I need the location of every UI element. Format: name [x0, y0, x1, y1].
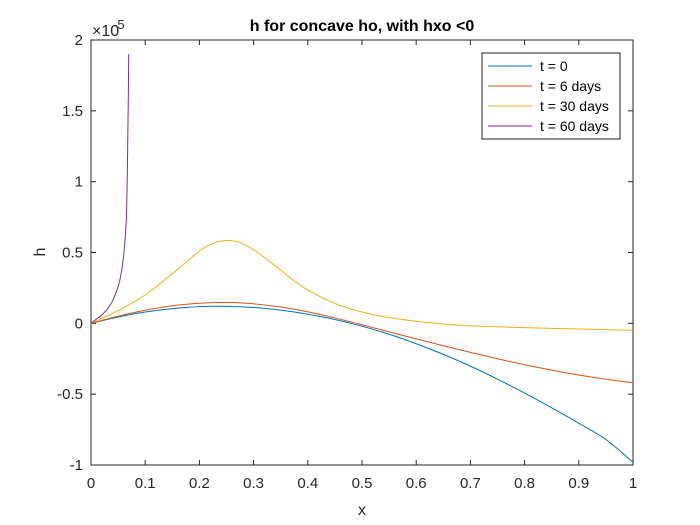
x-axis-label: x — [358, 502, 366, 519]
y-axis-label: h — [32, 248, 49, 257]
y-tick-label: -0.5 — [57, 386, 83, 403]
legend: t = 0 t = 6 days t = 30 days t = 60 days — [481, 52, 621, 140]
y-tick-label: 1.5 — [62, 103, 83, 120]
series-line-3 — [90, 54, 130, 324]
x-tick-label: 0.4 — [297, 475, 318, 492]
legend-label-3: t = 60 days — [540, 118, 609, 134]
chart-title: h for concave ho, with hxo <0 — [250, 18, 475, 35]
x-axis-ticks: 0 0.1 0.2 0.3 0.4 0.5 0.6 0.7 0.8 0.9 1 — [87, 40, 637, 492]
series-line-2 — [90, 239, 634, 331]
x-tick-label: 0.1 — [135, 475, 156, 492]
x-tick-label: 0.3 — [243, 475, 264, 492]
y-tick-label: 2 — [75, 32, 83, 49]
legend-label-2: t = 30 days — [540, 98, 609, 114]
x-tick-label: 0.5 — [352, 475, 373, 492]
y-tick-label: -1 — [70, 457, 83, 474]
y-tick-label: 0.5 — [62, 245, 83, 262]
y-scale-exponent-power: -5 — [113, 17, 125, 32]
legend-label-0: t = 0 — [540, 58, 568, 74]
x-tick-label: 0.7 — [460, 475, 481, 492]
x-tick-label: 0.9 — [568, 475, 589, 492]
series-line-1 — [90, 301, 634, 384]
series-line-0 — [90, 305, 634, 463]
x-tick-label: 0 — [87, 475, 95, 492]
y-tick-label: 0 — [75, 315, 83, 332]
legend-box — [481, 52, 621, 140]
y-tick-label: 1 — [75, 174, 83, 191]
x-tick-label: 0.2 — [189, 475, 210, 492]
x-tick-label: 0.8 — [514, 475, 535, 492]
x-tick-label: 1 — [629, 475, 637, 492]
series-lines — [90, 54, 634, 463]
y-axis-ticks: -1 -0.5 0 0.5 1 1.5 2 — [57, 32, 633, 474]
legend-label-1: t = 6 days — [540, 78, 601, 94]
x-tick-label: 0.6 — [406, 475, 427, 492]
y-scale-exponent-label: ×10 — [92, 23, 119, 40]
